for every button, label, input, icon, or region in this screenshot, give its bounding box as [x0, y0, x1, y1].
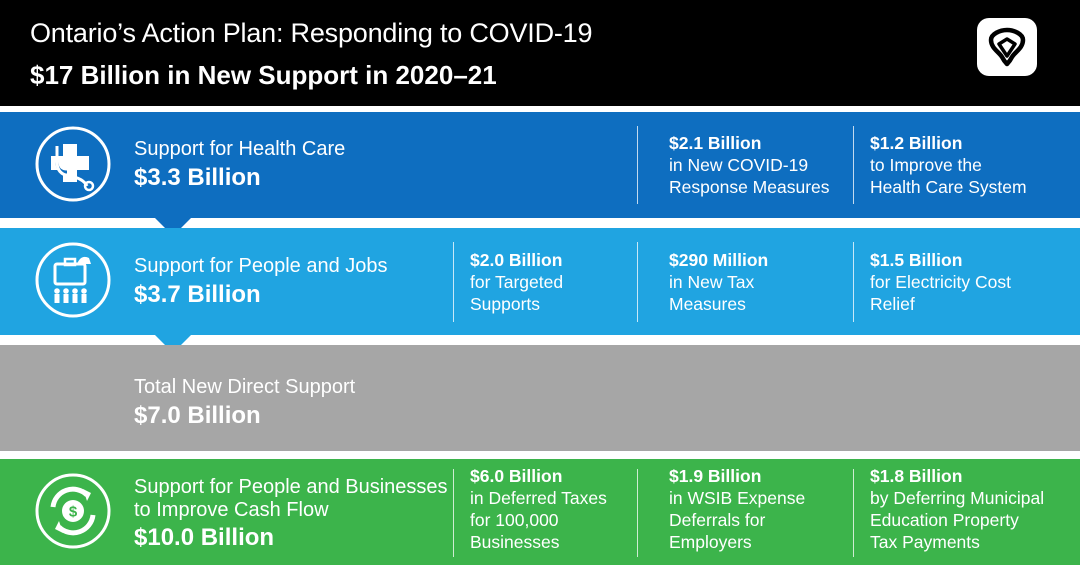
- business-item-3-desc: by Deferring Municipal Education Propert…: [870, 488, 1045, 552]
- business-item-2-desc: in WSIB Expense Deferrals for Employers: [669, 488, 806, 552]
- people-item-2-amount: $290 Million: [669, 250, 769, 270]
- business-label: Support for People and Businesses to Imp…: [134, 476, 448, 521]
- people-item-1-amount: $2.0 Billion: [470, 250, 563, 270]
- people-label: Support for People and Jobs: [134, 255, 388, 277]
- divider: [853, 242, 854, 322]
- business-item-1: $6.0 Billion in Deferred Taxes for 100,0…: [470, 465, 607, 553]
- divider: [637, 126, 638, 204]
- business-item-1-desc: in Deferred Taxes for 100,000 Businesses: [470, 488, 607, 552]
- divider: [637, 242, 638, 322]
- medical-cross-stethoscope-icon: [33, 124, 113, 204]
- business-item-3-amount: $1.8 Billion: [870, 466, 963, 486]
- business-item-2: $1.9 Billion in WSIB Expense Deferrals f…: [669, 465, 805, 553]
- people-amount: $3.7 Billion: [134, 281, 261, 308]
- people-item-3-amount: $1.5 Billion: [870, 250, 963, 270]
- divider: [853, 126, 854, 204]
- people-item-1: $2.0 Billion for Targeted Supports: [470, 249, 563, 315]
- health-care-band: Support for Health Care $3.3 Billion $2.…: [0, 112, 1080, 218]
- business-item-1-amount: $6.0 Billion: [470, 466, 563, 486]
- page-subtitle: $17 Billion in New Support in 2020–21: [30, 60, 497, 90]
- dollar-cycle-arrows-icon: $: [33, 471, 113, 551]
- business-item-2-amount: $1.9 Billion: [669, 466, 762, 486]
- people-item-2-desc: in New Tax Measures: [669, 272, 755, 314]
- health-item-1-amount: $2.1 Billion: [669, 133, 762, 153]
- total-direct-support-band: Total New Direct Support $7.0 Billion: [0, 345, 1080, 451]
- total-label: Total New Direct Support: [134, 376, 356, 398]
- health-item-2: $1.2 Billion to Improve the Health Care …: [870, 132, 1027, 198]
- people-jobs-band: Support for People and Jobs $3.7 Billion…: [0, 228, 1080, 335]
- health-item-2-amount: $1.2 Billion: [870, 133, 963, 153]
- divider: [637, 469, 638, 557]
- divider: [453, 469, 454, 557]
- page-title: Ontario’s Action Plan: Responding to COV…: [30, 18, 593, 48]
- total-amount: $7.0 Billion: [134, 402, 261, 429]
- trillium-icon: [988, 27, 1026, 67]
- svg-text:$: $: [69, 504, 78, 521]
- people-item-3: $1.5 Billion for Electricity Cost Relief: [870, 249, 1011, 315]
- health-item-1: $2.1 Billion in New COVID-19 Response Me…: [669, 132, 830, 198]
- divider: [453, 242, 454, 322]
- people-item-2: $290 Million in New Tax Measures: [669, 249, 768, 315]
- business-item-3: $1.8 Billion by Deferring Municipal Educ…: [870, 465, 1044, 553]
- business-cash-flow-band: $ Support for People and Businesses to I…: [0, 459, 1080, 565]
- briefcase-family-icon: [33, 240, 113, 320]
- header-bar: Ontario’s Action Plan: Responding to COV…: [0, 0, 1080, 106]
- health-item-2-desc: to Improve the Health Care System: [870, 155, 1027, 197]
- ontario-trillium-logo: [977, 18, 1037, 76]
- divider: [853, 469, 854, 557]
- health-amount: $3.3 Billion: [134, 164, 261, 191]
- business-amount: $10.0 Billion: [134, 524, 275, 551]
- health-label: Support for Health Care: [134, 138, 346, 160]
- people-item-1-desc: for Targeted Supports: [470, 272, 564, 314]
- health-item-1-desc: in New COVID-19 Response Measures: [669, 155, 830, 197]
- people-item-3-desc: for Electricity Cost Relief: [870, 272, 1011, 314]
